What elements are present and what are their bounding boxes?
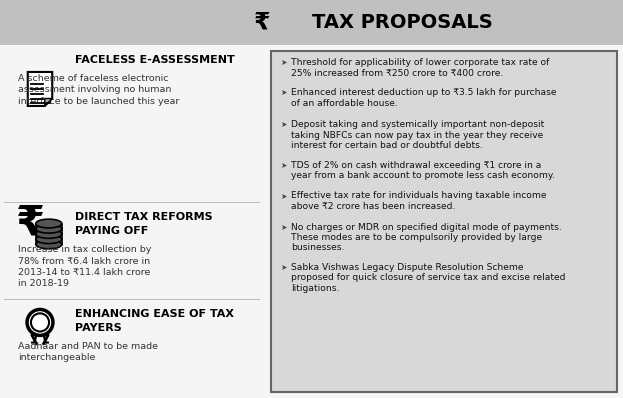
- Text: 25% increased from ₹250 crore to ₹400 crore.: 25% increased from ₹250 crore to ₹400 cr…: [291, 68, 503, 78]
- Text: proposed for quick closure of service tax and excise related: proposed for quick closure of service ta…: [291, 273, 566, 283]
- Text: litigations.: litigations.: [291, 284, 340, 293]
- Text: ➤: ➤: [280, 263, 287, 272]
- Text: TDS of 2% on cash withdrawal exceeding ₹1 crore in a: TDS of 2% on cash withdrawal exceeding ₹…: [291, 160, 541, 170]
- Text: Aadhaar and PAN to be made: Aadhaar and PAN to be made: [18, 342, 158, 351]
- Circle shape: [27, 309, 53, 336]
- Ellipse shape: [36, 240, 62, 249]
- Text: PAYING OFF: PAYING OFF: [75, 226, 148, 236]
- Text: ➤: ➤: [280, 191, 287, 201]
- Text: A scheme of faceless electronic: A scheme of faceless electronic: [18, 74, 168, 83]
- Text: 78% from ₹6.4 lakh crore in: 78% from ₹6.4 lakh crore in: [18, 256, 150, 265]
- Text: year from a bank account to promote less cash economy.: year from a bank account to promote less…: [291, 171, 555, 180]
- Text: above ₹2 crore has been increased.: above ₹2 crore has been increased.: [291, 202, 455, 211]
- Bar: [0, 45, 264, 398]
- Text: ➤: ➤: [280, 58, 287, 67]
- Text: FACELESS E-ASSESSMENT: FACELESS E-ASSESSMENT: [75, 55, 235, 65]
- Text: TAX PROPOSALS: TAX PROPOSALS: [312, 13, 492, 32]
- Bar: [4, 298, 260, 300]
- Text: interest for certain bad or doubtful debts.: interest for certain bad or doubtful deb…: [291, 141, 483, 150]
- Text: of an affordable house.: of an affordable house.: [291, 98, 397, 107]
- Text: 2013-14 to ₹11.4 lakh crore: 2013-14 to ₹11.4 lakh crore: [18, 268, 150, 277]
- Text: ₹: ₹: [16, 202, 44, 244]
- Text: These modes are to be compulsorily provided by large: These modes are to be compulsorily provi…: [291, 233, 542, 242]
- FancyBboxPatch shape: [271, 51, 617, 392]
- Ellipse shape: [36, 235, 62, 244]
- Circle shape: [31, 313, 49, 332]
- Text: ➤: ➤: [280, 88, 287, 97]
- Text: assessment involving no human: assessment involving no human: [18, 86, 171, 94]
- Text: interface to be launched this year: interface to be launched this year: [18, 97, 179, 106]
- Text: DIRECT TAX REFORMS: DIRECT TAX REFORMS: [75, 212, 212, 222]
- Polygon shape: [28, 72, 52, 106]
- Text: ➤: ➤: [280, 120, 287, 129]
- Text: businesses.: businesses.: [291, 244, 345, 252]
- Text: Increase in tax collection by: Increase in tax collection by: [18, 245, 151, 254]
- Ellipse shape: [36, 219, 62, 228]
- Text: PAYERS: PAYERS: [75, 323, 121, 333]
- Text: ENHANCING EASE OF TAX: ENHANCING EASE OF TAX: [75, 309, 234, 319]
- Text: ➤: ➤: [280, 160, 287, 170]
- Text: Deposit taking and systemically important non-deposit: Deposit taking and systemically importan…: [291, 120, 545, 129]
- Polygon shape: [45, 98, 52, 106]
- Text: taking NBFCs can now pay tax in the year they receive: taking NBFCs can now pay tax in the year…: [291, 131, 543, 140]
- Text: Effective tax rate for individuals having taxable income: Effective tax rate for individuals havin…: [291, 191, 546, 201]
- Text: interchangeable: interchangeable: [18, 353, 95, 363]
- Bar: [4, 201, 260, 203]
- Ellipse shape: [36, 224, 62, 233]
- Text: ₹: ₹: [254, 10, 270, 35]
- Text: Threshold for applicability of lower corporate tax rate of: Threshold for applicability of lower cor…: [291, 58, 549, 67]
- Text: Enhanced interest deduction up to ₹3.5 lakh for purchase: Enhanced interest deduction up to ₹3.5 l…: [291, 88, 556, 97]
- Text: ➤: ➤: [280, 222, 287, 232]
- Text: No charges or MDR on specified digital mode of payments.: No charges or MDR on specified digital m…: [291, 222, 562, 232]
- Text: Sabka Vishwas Legacy Dispute Resolution Scheme: Sabka Vishwas Legacy Dispute Resolution …: [291, 263, 523, 272]
- Ellipse shape: [36, 230, 62, 238]
- Text: in 2018-19: in 2018-19: [18, 279, 69, 289]
- Bar: [0, 0, 623, 45]
